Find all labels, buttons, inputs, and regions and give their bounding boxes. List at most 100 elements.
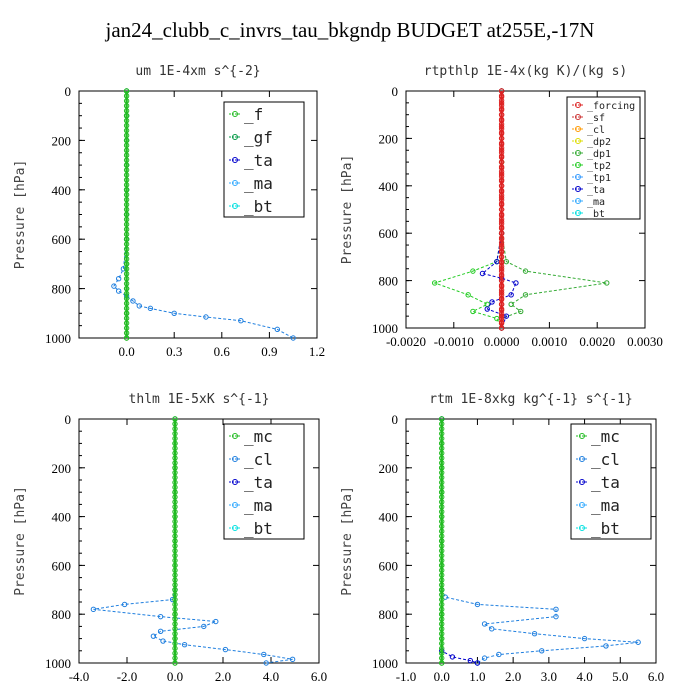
x-tick-label: 6.0: [648, 669, 664, 684]
data-point: [498, 266, 505, 272]
data-point: [123, 162, 130, 168]
data-point: [498, 325, 505, 331]
x-tick-label: -1.0: [396, 669, 417, 684]
panel-title: rtm 1E-8xkg kg^{-1} s^{-1}: [429, 392, 633, 407]
legend-label: _cl: [244, 450, 273, 469]
legend: _f _gf _ta _ma _bt: [223, 101, 305, 218]
data-point: [498, 100, 505, 106]
legend-label: _bt: [591, 519, 620, 538]
x-tick-label: 0.0: [167, 669, 183, 684]
data-point: [123, 201, 130, 208]
data-point: [123, 330, 130, 336]
legend-label: _tp1: [587, 173, 611, 184]
legend-label: _ta: [244, 151, 273, 170]
x-tick-label: 2.0: [505, 669, 521, 684]
data-point: [123, 305, 130, 312]
data-point: [496, 651, 502, 658]
data-point: [498, 147, 505, 153]
legend-label: _ma: [244, 496, 273, 515]
series-line-bt: [113, 91, 294, 339]
y-axis-label: Pressure [hPa]: [13, 160, 28, 270]
data-point: [123, 132, 130, 139]
data-point: [123, 290, 130, 297]
legend-marker: [575, 138, 581, 144]
data-point: [513, 280, 519, 286]
legend-label: _bt: [587, 209, 605, 220]
y-tick-label: 1000: [45, 656, 71, 671]
legend-label: _dp2: [587, 137, 611, 148]
data-point: [498, 194, 505, 201]
data-point: [171, 310, 177, 316]
legend-marker: [575, 186, 581, 192]
data-point: [498, 171, 505, 177]
y-tick-label: 400: [52, 510, 72, 525]
legend-label: _ta: [591, 473, 620, 492]
y-tick-label: 200: [379, 131, 399, 146]
data-point: [263, 660, 269, 666]
x-tick-label: 0.0020: [579, 334, 615, 349]
legend-marker: [575, 198, 581, 204]
series-line-cl: [93, 419, 293, 664]
data-point: [489, 626, 495, 632]
legend: _mc _cl _ta _ma _bt: [570, 423, 652, 540]
y-tick-label: 400: [52, 183, 72, 198]
legend-label: _cl: [591, 450, 620, 469]
data-point: [123, 142, 130, 149]
series-markers-ta: [439, 416, 481, 666]
data-point: [123, 167, 130, 173]
data-point: [203, 314, 209, 320]
legend-marker: [232, 134, 238, 140]
data-point: [150, 633, 157, 639]
series-line-cl: [441, 419, 639, 664]
data-point: [274, 326, 281, 333]
data-point: [123, 196, 130, 203]
data-point: [123, 266, 130, 272]
data-point: [123, 310, 130, 316]
legend-label: _ma: [591, 496, 620, 515]
series-line-tp2: [433, 91, 503, 329]
series-line-ta: [441, 419, 478, 664]
x-tick-label: 0.0: [118, 344, 134, 359]
y-tick-label: 200: [379, 461, 399, 476]
y-axis-label: Pressure [hPa]: [13, 486, 28, 596]
data-point: [290, 335, 296, 341]
data-point: [123, 177, 130, 183]
data-point: [123, 231, 130, 237]
legend-marker: [232, 111, 238, 117]
chart-rtm: rtm 1E-8xkg kg^{-1} s^{-1} Pressure [hPa]…: [340, 392, 664, 684]
data-point: [604, 280, 610, 286]
data-point: [553, 606, 559, 613]
data-point: [123, 211, 130, 218]
data-point: [123, 157, 130, 163]
y-tick-label: 600: [52, 558, 72, 573]
panel-title: thlm 1E-5xK s^{-1}: [129, 392, 270, 407]
data-point: [123, 295, 130, 302]
legend-marker: [575, 126, 581, 132]
x-tick-label: -0.0020: [386, 334, 426, 349]
data-point: [172, 660, 178, 666]
data-point: [123, 113, 130, 119]
data-point: [553, 613, 559, 620]
data-point: [123, 226, 130, 233]
y-axis-label: Pressure [hPa]: [340, 486, 355, 596]
data-point: [130, 298, 136, 304]
legend-label: _forcing: [587, 101, 635, 112]
data-point: [115, 288, 122, 294]
data-point: [498, 123, 505, 130]
y-tick-label: 800: [52, 282, 72, 297]
data-point: [635, 639, 641, 645]
y-tick-label: 200: [52, 461, 72, 476]
legend-marker: [232, 525, 238, 531]
legend-label: _gf: [244, 128, 273, 147]
legend-marker: [232, 157, 238, 163]
data-point: [213, 618, 219, 625]
series-line-ta: [481, 91, 517, 329]
x-tick-label: 0.9: [261, 344, 277, 359]
data-point: [531, 631, 538, 637]
data-point: [431, 280, 438, 286]
data-point: [508, 301, 514, 307]
data-point: [123, 127, 130, 134]
data-point: [498, 289, 505, 296]
data-point: [123, 241, 130, 247]
data-point: [201, 623, 207, 630]
